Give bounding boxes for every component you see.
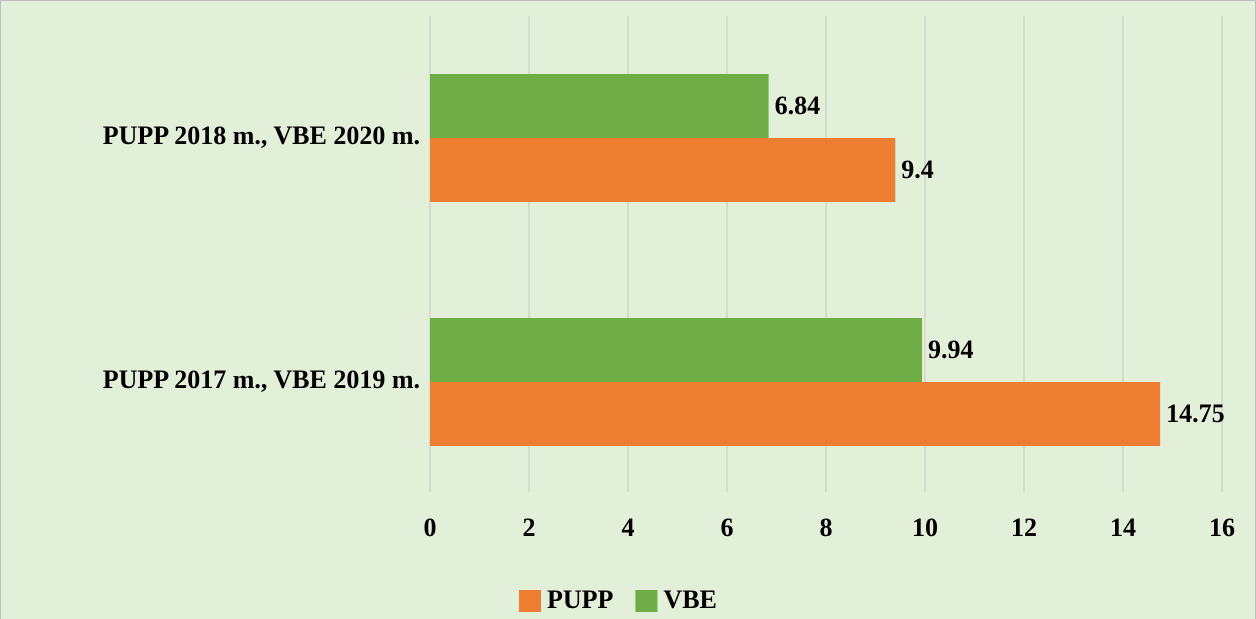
x-tick-label: 16 <box>1209 513 1235 542</box>
x-tick-label: 14 <box>1110 513 1136 542</box>
bar <box>430 74 769 138</box>
legend-swatch <box>519 590 541 612</box>
data-label: 14.75 <box>1166 399 1225 428</box>
legend-label: PUPP <box>547 585 614 614</box>
x-tick-label: 0 <box>424 513 437 542</box>
y-tick-label: PUPP 2017 m., VBE 2019 m. <box>103 365 420 394</box>
legend-label: VBE <box>663 585 716 614</box>
bar <box>430 318 923 382</box>
bar <box>430 138 896 202</box>
x-tick-label: 2 <box>523 513 536 542</box>
data-label: 6.84 <box>775 91 821 120</box>
bar <box>430 382 1161 446</box>
legend-swatch <box>635 590 658 612</box>
data-label: 9.4 <box>901 155 934 184</box>
x-tick-label: 8 <box>820 513 833 542</box>
x-tick-label: 4 <box>622 513 635 542</box>
x-tick-label: 10 <box>912 513 938 542</box>
x-tick-label: 6 <box>721 513 734 542</box>
x-tick-label: 12 <box>1011 513 1037 542</box>
data-label: 9.94 <box>928 335 974 364</box>
y-tick-label: PUPP 2018 m., VBE 2020 m. <box>103 121 420 150</box>
